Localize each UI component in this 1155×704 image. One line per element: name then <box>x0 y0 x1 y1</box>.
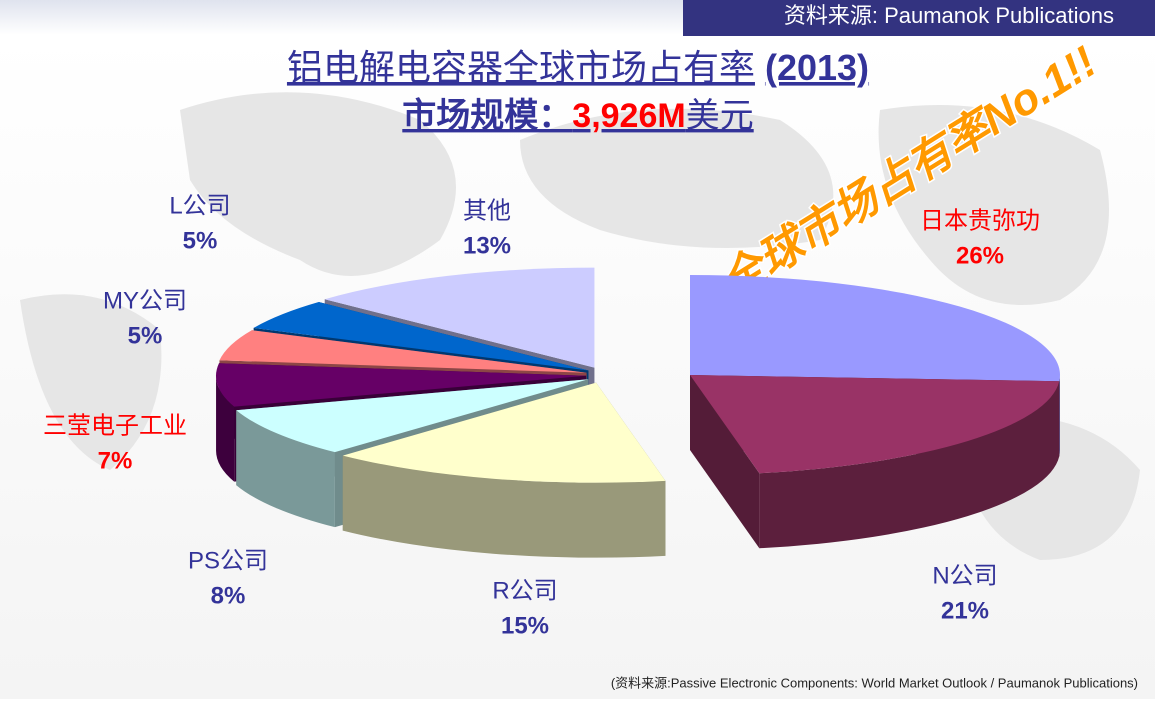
slice-wall <box>216 375 235 482</box>
slice-top <box>219 330 587 373</box>
value-label: 26% <box>956 242 1004 269</box>
value-label: 8% <box>211 582 246 609</box>
pie <box>216 267 1060 558</box>
subtitle-label: 市场规模： <box>402 96 572 135</box>
value-label: 15% <box>501 612 549 639</box>
slice-wall <box>236 410 335 528</box>
category-label: PS公司 <box>188 547 268 574</box>
value-label: 13% <box>463 232 511 259</box>
subtitle-value: 3,926M <box>572 97 685 135</box>
title-year: (2013) <box>765 47 869 88</box>
slice-top <box>690 375 1060 474</box>
slice-wall <box>759 381 1060 549</box>
slice-top <box>342 382 666 483</box>
slice-wall <box>342 455 666 558</box>
subtitle-unit: 美元 <box>686 97 754 135</box>
slice <box>690 375 1060 549</box>
source: 资料来源: Paumanok Publications <box>784 3 1114 28</box>
category-label: 三莹电子工业 <box>43 412 187 439</box>
slice-wall <box>1059 375 1060 457</box>
chart-subtitle: 市场规模：3,926M美元 <box>402 96 753 135</box>
category-label: 日本贵弥功 <box>920 207 1040 234</box>
slice-top <box>216 363 587 407</box>
category-label: N公司 <box>932 562 997 589</box>
value-label: 7% <box>98 447 133 474</box>
category-label: L公司 <box>169 192 230 219</box>
chart-title: 铝电解电容器全球市场占有率 (2013) <box>287 47 869 88</box>
slice-top <box>690 275 1060 382</box>
source-box <box>683 0 1155 36</box>
slice-top <box>236 379 589 453</box>
slice-top <box>253 302 589 371</box>
value-label: 5% <box>183 227 218 254</box>
category-label: 其他 <box>463 197 511 224</box>
slice-side <box>690 375 760 549</box>
slice-top <box>324 267 595 368</box>
slice <box>342 382 666 558</box>
category-label: R公司 <box>492 577 557 604</box>
category-label: MY公司 <box>103 287 187 314</box>
title-main: 铝电解电容器全球市场占有率 <box>287 47 755 88</box>
value-label: 21% <box>941 597 989 624</box>
footer: (资料来源:Passive Electronic Components: Wor… <box>611 675 1138 690</box>
value-label: 5% <box>128 322 163 349</box>
